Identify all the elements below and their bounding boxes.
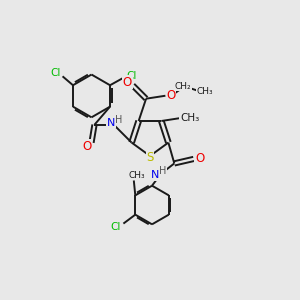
- Text: CH₃: CH₃: [180, 113, 199, 123]
- Text: Cl: Cl: [50, 68, 61, 78]
- Text: O: O: [82, 140, 92, 153]
- Text: N: N: [106, 118, 115, 128]
- Text: CH₂: CH₂: [175, 82, 191, 91]
- Text: O: O: [195, 152, 204, 165]
- Text: CH₃: CH₃: [128, 171, 145, 180]
- Text: CH₃: CH₃: [196, 87, 213, 96]
- Text: H: H: [159, 167, 166, 176]
- Text: Cl: Cl: [111, 222, 121, 232]
- Text: Cl: Cl: [126, 71, 136, 81]
- Text: N: N: [151, 170, 159, 180]
- Text: O: O: [123, 76, 132, 89]
- Text: H: H: [115, 115, 122, 125]
- Text: O: O: [166, 89, 176, 102]
- Text: S: S: [146, 151, 154, 164]
